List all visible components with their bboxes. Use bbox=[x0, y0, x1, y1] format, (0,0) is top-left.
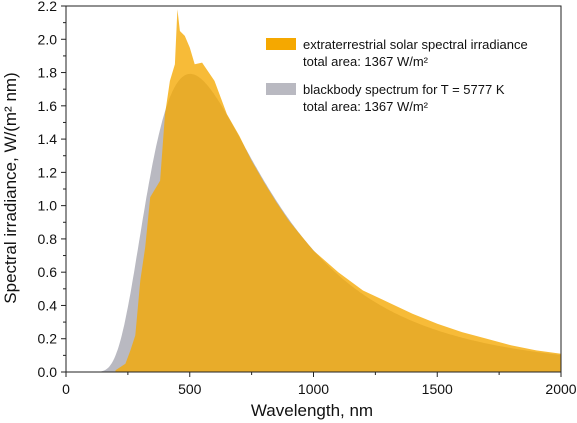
y-tick-label: 0.0 bbox=[38, 364, 58, 380]
x-axis-title: Wavelength, nm bbox=[251, 401, 373, 420]
legend-label-blackbody: blackbody spectrum for T = 5777 K bbox=[303, 82, 505, 97]
y-tick-label: 0.4 bbox=[38, 297, 58, 313]
series-layer bbox=[80, 9, 562, 373]
x-tick-label: 500 bbox=[178, 381, 202, 397]
legend-label-solar: extraterrestrial solar spectral irradian… bbox=[303, 37, 528, 52]
ticks-layer: 0 500 1000 1500 2000 0.0 0.2 0.4 0.6 0.8 1.0 1.2 1.4… bbox=[38, 0, 577, 397]
legend-swatch-solar bbox=[266, 38, 296, 50]
legend: extraterrestrial solar spectral irradian… bbox=[266, 37, 528, 114]
y-tick-label: 2.2 bbox=[38, 0, 58, 14]
y-tick-label: 1.6 bbox=[38, 98, 58, 114]
y-tick-label: 0.6 bbox=[38, 264, 58, 280]
y-tick-label: 0.2 bbox=[38, 331, 58, 347]
y-tick-label: 1.4 bbox=[38, 131, 58, 147]
legend-annotation-blackbody: total area: 1367 W/m² bbox=[303, 99, 429, 114]
y-tick-label: 1.2 bbox=[38, 164, 58, 180]
y-tick-label: 1.8 bbox=[38, 65, 58, 81]
x-tick-label: 2000 bbox=[545, 381, 576, 397]
x-tick-label: 1000 bbox=[298, 381, 329, 397]
y-tick-label: 1.0 bbox=[38, 198, 58, 214]
x-tick-label: 1500 bbox=[422, 381, 453, 397]
solar-spectrum-area bbox=[115, 9, 561, 373]
legend-annotation-solar: total area: 1367 W/m² bbox=[303, 54, 429, 69]
y-tick-label: 2.0 bbox=[38, 31, 58, 47]
y-tick-label: 0.8 bbox=[38, 231, 58, 247]
x-tick-label: 0 bbox=[62, 381, 70, 397]
y-axis-title: Spectral irradiance, W/(m² nm) bbox=[1, 72, 20, 303]
legend-swatch-blackbody bbox=[266, 83, 296, 95]
